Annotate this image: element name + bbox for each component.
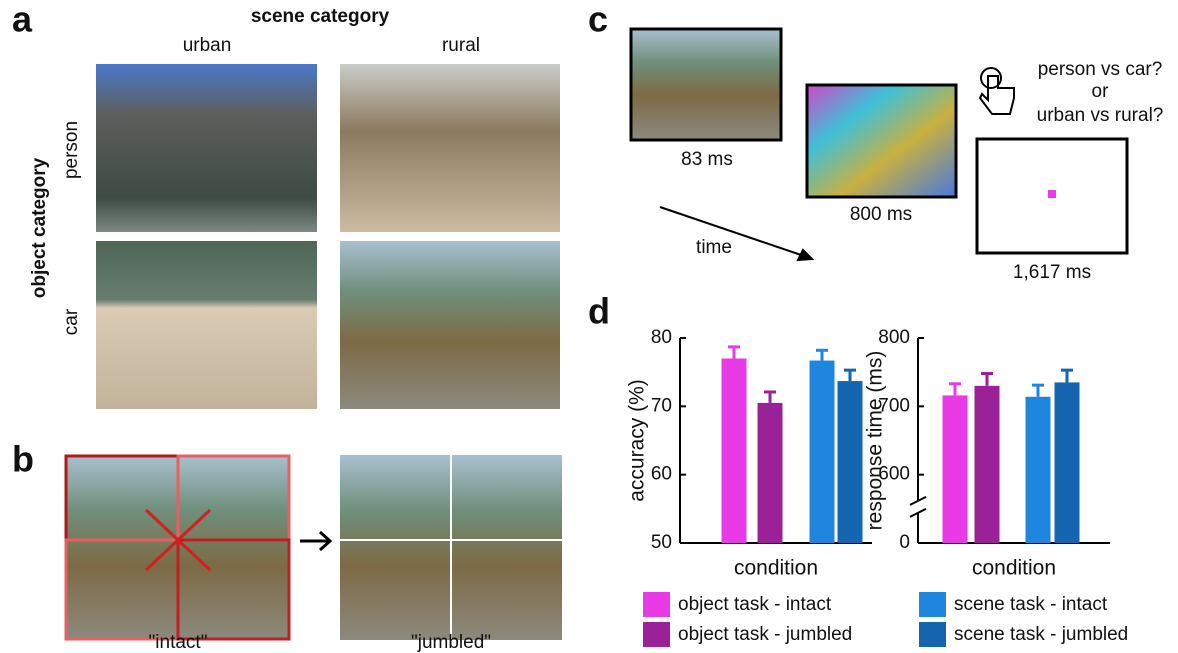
page: a b c d scene category urban rural objec…	[0, 0, 1178, 653]
bar	[975, 386, 1000, 543]
question: urban vs rural?	[1037, 105, 1164, 126]
photo	[340, 241, 560, 409]
y-tick-label: 800	[878, 327, 910, 348]
duration: 83 ms	[681, 149, 733, 170]
bar	[810, 361, 835, 543]
panel-label: b	[12, 439, 34, 480]
y-tick-label: 80	[651, 327, 672, 348]
question: person vs car?	[1038, 59, 1163, 80]
bar	[943, 395, 968, 543]
question: or	[1092, 81, 1110, 102]
legend-swatch	[919, 592, 946, 617]
stimulus-frame	[631, 29, 781, 140]
y-axis-label: accuracy (%)	[626, 379, 649, 502]
panel-label: c	[588, 0, 608, 40]
bar	[722, 359, 747, 544]
bar	[838, 381, 863, 543]
y-tick-label: 0	[899, 532, 910, 553]
legend-label: object task - jumbled	[678, 624, 852, 645]
column-label: urban	[183, 35, 232, 56]
photo	[340, 64, 560, 232]
x-axis-label: condition	[734, 557, 818, 580]
panel-label: a	[12, 0, 33, 40]
legend-swatch	[919, 622, 946, 647]
legend-swatch	[643, 622, 670, 647]
legend-label: scene task - intact	[954, 594, 1108, 615]
image-label: "intact"	[149, 632, 208, 653]
row-label: car	[61, 308, 82, 335]
time-label: time	[696, 237, 732, 258]
panel-label: d	[588, 291, 610, 332]
legend-swatch	[643, 592, 670, 617]
fixation-dot	[1048, 190, 1056, 198]
legend-label: object task - intact	[678, 594, 832, 615]
column-label: rural	[442, 35, 480, 56]
y-tick-label: 50	[651, 532, 672, 553]
row-label: person	[61, 121, 82, 179]
y-axis-label: response time (ms)	[864, 351, 887, 531]
column-title: scene category	[251, 6, 390, 27]
mask-frame	[807, 85, 956, 197]
bar	[758, 403, 783, 543]
row-title: object category	[29, 157, 50, 298]
hand-icon	[980, 68, 1014, 114]
bar	[1026, 397, 1051, 543]
y-tick-label: 60	[651, 464, 672, 485]
duration: 800 ms	[850, 204, 912, 225]
photo	[96, 64, 317, 232]
x-axis-label: condition	[972, 557, 1056, 580]
bar	[1055, 382, 1080, 543]
y-tick-label: 70	[651, 395, 672, 416]
figure: a b c d scene category urban rural objec…	[0, 0, 1178, 653]
photo	[96, 241, 317, 409]
time-arrow	[660, 207, 812, 260]
image-label: "jumbled"	[411, 632, 491, 653]
duration: 1,617 ms	[1013, 262, 1091, 283]
legend-label: scene task - jumbled	[954, 624, 1128, 645]
arrow	[300, 532, 330, 550]
